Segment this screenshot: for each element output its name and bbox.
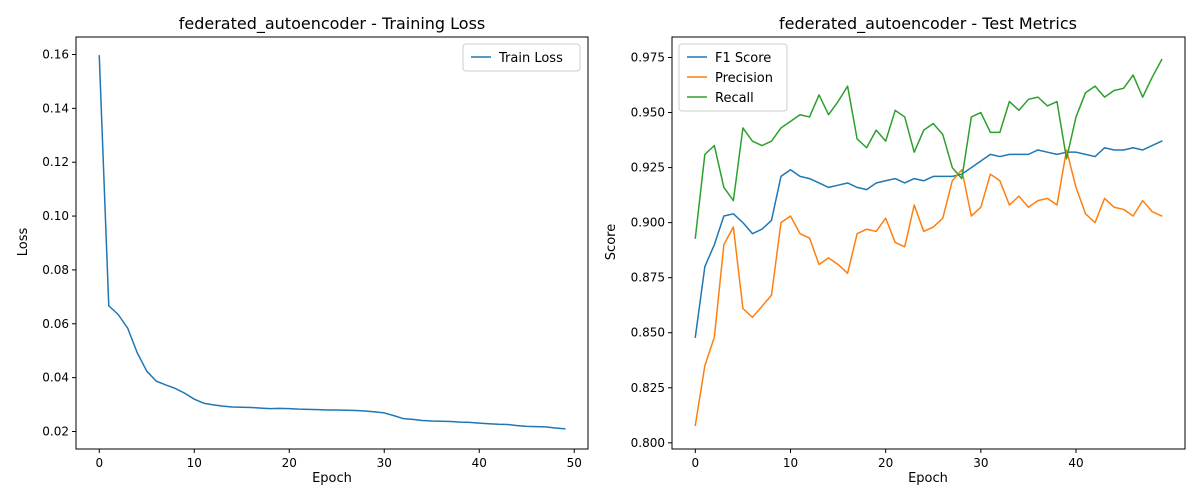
series-line-precision <box>694 149 1163 427</box>
y-tick-label: 0.08 <box>42 263 69 277</box>
legend-frame <box>462 43 581 72</box>
plot-frame <box>75 36 589 450</box>
x-tick-label: 30 <box>973 456 988 470</box>
x-axis-ticks: 0 10 20 30 40 50 <box>95 449 582 470</box>
x-tick-label: 20 <box>282 456 297 470</box>
y-tick-label: 0.12 <box>42 155 69 169</box>
y-tick-label: 0.10 <box>42 209 69 223</box>
x-tick-label: 30 <box>377 456 392 470</box>
x-tick-label: 10 <box>187 456 202 470</box>
x-tick-label: 50 <box>567 456 582 470</box>
legend-label: F1 Score <box>715 51 771 66</box>
x-tick-label: 0 <box>691 456 699 470</box>
y-axis-label: Score <box>604 224 619 260</box>
y-tick-label: 0.900 <box>631 216 665 230</box>
legend: F1 Score Precision Recall <box>678 43 788 112</box>
y-tick-label: 0.14 <box>42 101 69 115</box>
y-axis-ticks: 0.800 0.825 0.850 0.875 0.900 0.925 0.950 0.975 <box>631 50 672 450</box>
legend-label: Recall <box>715 91 754 106</box>
y-tick-label: 0.06 <box>42 317 69 331</box>
series-line-train-loss <box>98 55 566 430</box>
series-line-f1-score <box>694 140 1163 338</box>
y-tick-label: 0.925 <box>631 161 665 175</box>
legend-label: Train Loss <box>498 51 563 66</box>
legend-label: Precision <box>715 71 773 86</box>
x-axis-label: Epoch <box>908 471 948 486</box>
y-tick-label: 0.950 <box>631 106 665 120</box>
y-tick-label: 0.850 <box>631 326 665 340</box>
training-loss-chart: federated_autoencoder - Training Loss Ep… <box>16 14 589 486</box>
series-line-recall <box>694 58 1163 239</box>
chart-title: federated_autoencoder - Test Metrics <box>779 14 1077 34</box>
plot-marks <box>694 58 1163 427</box>
y-tick-label: 0.975 <box>631 50 665 64</box>
x-tick-label: 20 <box>878 456 893 470</box>
chart-title: federated_autoencoder - Training Loss <box>179 14 486 34</box>
y-tick-label: 0.875 <box>631 271 665 285</box>
y-tick-label: 0.800 <box>631 436 665 450</box>
x-tick-label: 10 <box>783 456 798 470</box>
y-tick-label: 0.16 <box>42 48 69 62</box>
legend-frame <box>678 43 788 112</box>
y-tick-label: 0.825 <box>631 381 665 395</box>
test-metrics-chart: federated_autoencoder - Test Metrics Epo… <box>604 14 1186 486</box>
legend: Train Loss <box>462 43 581 72</box>
x-tick-label: 40 <box>472 456 487 470</box>
y-axis-label: Loss <box>16 228 31 257</box>
x-tick-label: 0 <box>95 456 103 470</box>
plot-marks <box>98 55 566 430</box>
x-tick-label: 40 <box>1068 456 1083 470</box>
y-axis-ticks: 0.02 0.04 0.06 0.08 0.10 0.12 0.14 0.16 <box>42 48 76 438</box>
x-axis-label: Epoch <box>312 471 352 486</box>
plot-frame <box>671 36 1186 450</box>
y-tick-label: 0.04 <box>42 371 69 385</box>
y-tick-label: 0.02 <box>42 424 69 438</box>
x-axis-ticks: 0 10 20 30 40 <box>691 449 1084 470</box>
